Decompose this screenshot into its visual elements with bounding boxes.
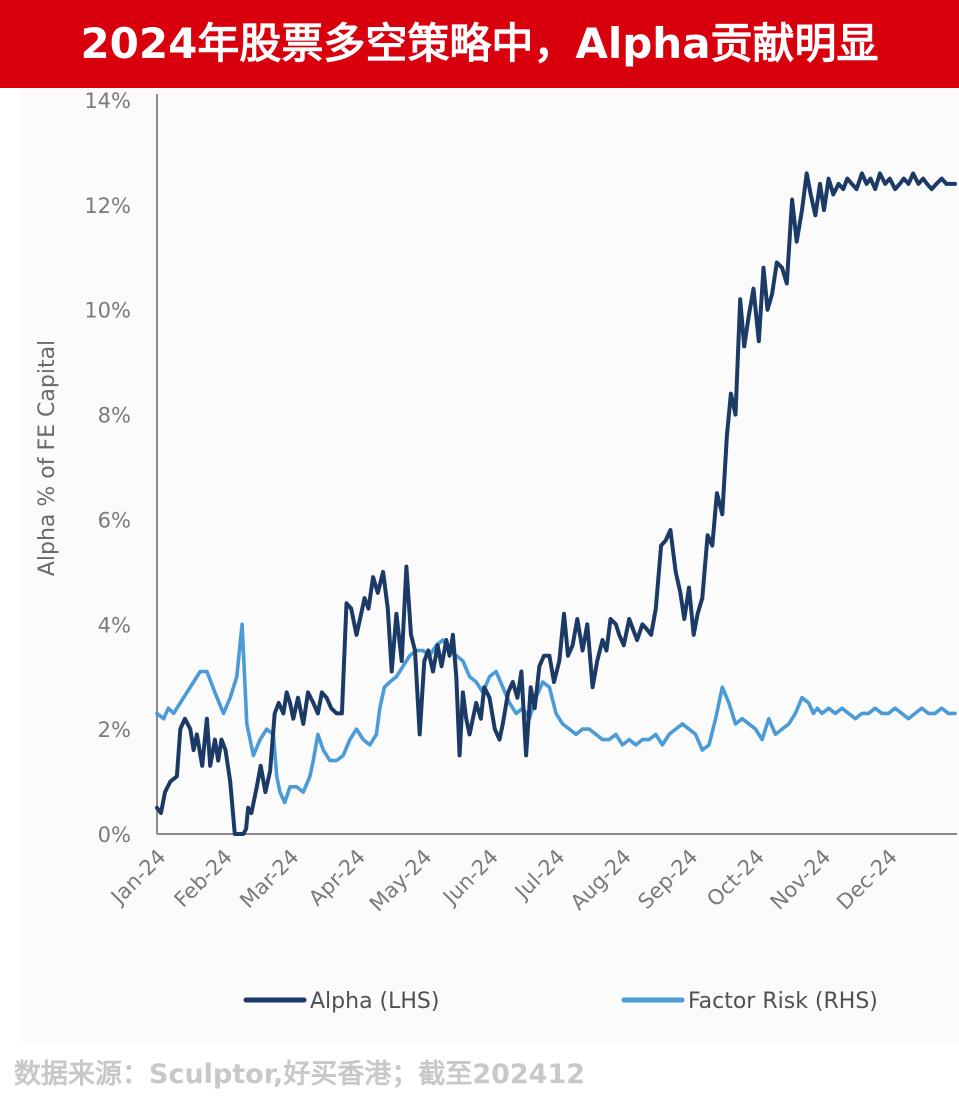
y-tick-label: 10% (84, 299, 131, 323)
source-note: 数据来源：Sculptor,好买香港；截至202412 (14, 1059, 586, 1090)
alpha-series-line (155, 171, 957, 836)
y-tick-label: 14% (84, 89, 131, 113)
y-tick-label: 0% (98, 823, 131, 847)
chart-series (155, 171, 957, 836)
title-banner (0, 0, 959, 88)
axes (156, 94, 957, 835)
legend-label-alpha: Alpha (LHS) (310, 989, 439, 1014)
legend: Alpha (LHS) Factor Risk (RHS) (243, 989, 878, 1014)
y-axis-label: Alpha % of FE Capital (35, 340, 60, 576)
y-tick-label: 8% (98, 404, 131, 428)
y-axis-ticks: 0% 2% 4% 6% 8% 10% 12% 14% (84, 89, 131, 847)
y-tick-label: 2% (98, 718, 131, 742)
y-tick-label: 6% (98, 508, 131, 532)
page-title: 2024年股票多空策略中，Alpha贡献明显 (80, 19, 879, 68)
chart-background (20, 88, 959, 1043)
y-tick-label: 12% (84, 194, 131, 218)
legend-label-factor-risk: Factor Risk (RHS) (688, 989, 878, 1014)
factor-risk-series-line (155, 622, 957, 805)
y-tick-label: 4% (98, 613, 131, 637)
